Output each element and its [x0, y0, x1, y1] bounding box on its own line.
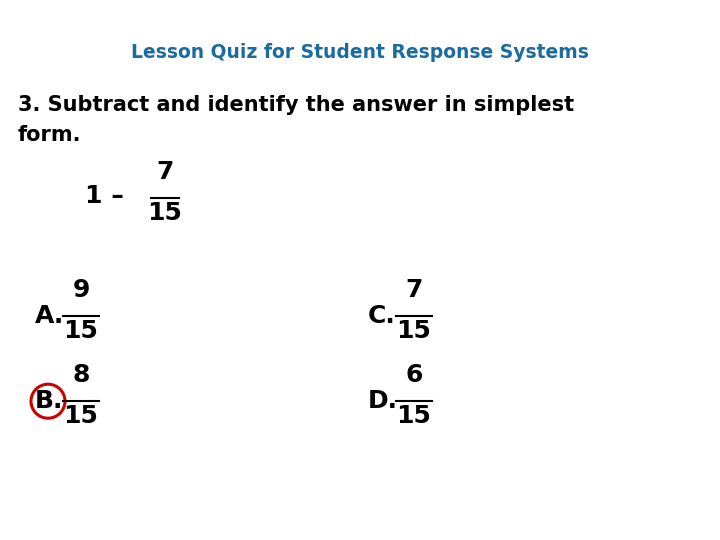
Text: A.: A.: [35, 304, 64, 328]
Text: 7: 7: [405, 279, 423, 302]
Text: Lesson Quiz for Student Response Systems: Lesson Quiz for Student Response Systems: [131, 43, 589, 62]
Text: 15: 15: [148, 201, 182, 225]
Text: C.: C.: [368, 304, 396, 328]
Text: 15: 15: [63, 404, 99, 428]
Text: 8: 8: [72, 363, 90, 387]
Text: 1 –: 1 –: [85, 184, 124, 208]
Text: 7: 7: [156, 160, 174, 184]
Text: B.: B.: [35, 389, 63, 413]
Text: D.: D.: [368, 389, 398, 413]
Text: 9: 9: [72, 279, 90, 302]
Text: 15: 15: [397, 320, 431, 343]
Text: 3. Subtract and identify the answer in simplest: 3. Subtract and identify the answer in s…: [18, 95, 574, 115]
Text: 15: 15: [397, 404, 431, 428]
Text: 15: 15: [63, 320, 99, 343]
Text: form.: form.: [18, 125, 81, 145]
Text: 6: 6: [405, 363, 423, 387]
